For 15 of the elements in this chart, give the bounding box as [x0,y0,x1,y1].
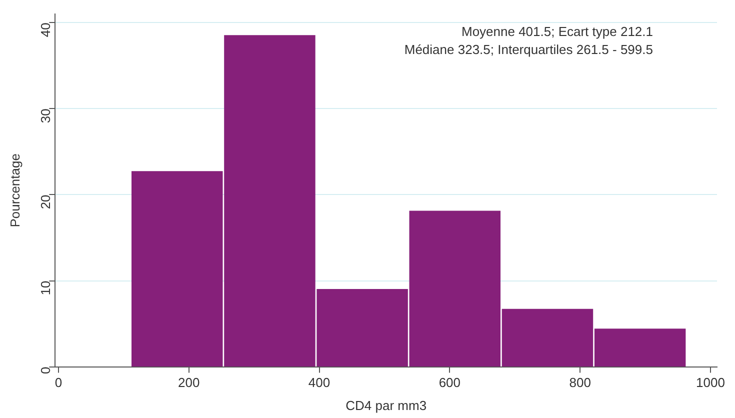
y-tick-label: 40 [38,22,53,38]
x-axis-title: CD4 par mm3 [346,398,427,413]
y-tick-label: 10 [38,280,53,296]
x-tick-label: 600 [438,375,461,390]
y-tick-label: 0 [38,366,53,374]
y-tick-label: 30 [38,108,53,124]
x-tick-label: 0 [54,375,62,390]
x-tick-label: 200 [178,375,200,390]
x-tick-label: 1000 [696,375,725,390]
y-axis-title: Pourcentage [7,154,22,228]
x-tick-label: 800 [569,375,591,390]
annotation: Médiane 323.5; Interquartiles 261.5 - 599.5 [404,42,653,58]
x-tick-label: 400 [308,375,330,390]
y-tick-label: 20 [38,194,53,210]
annotation: Moyenne 401.5; Ecart type 212.1 [461,24,653,40]
